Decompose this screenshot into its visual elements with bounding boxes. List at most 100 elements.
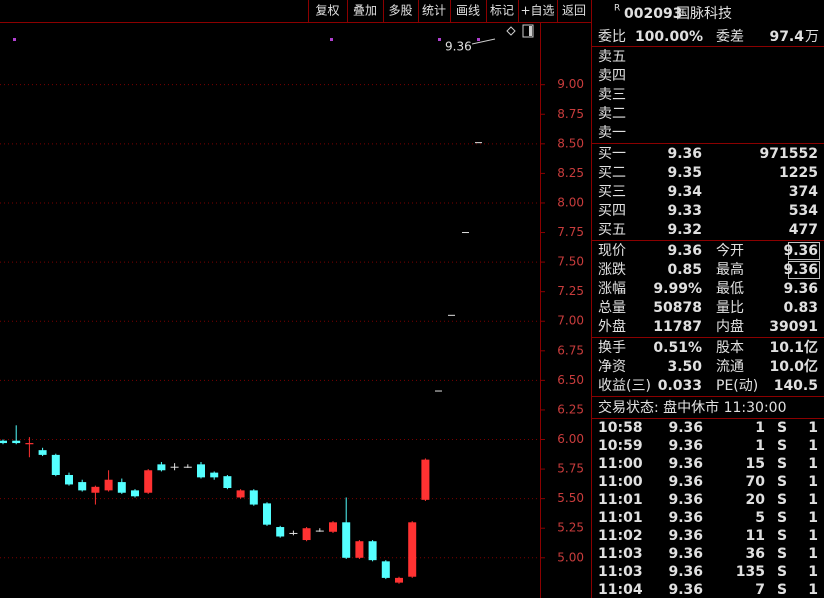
diff-unit: 万 <box>805 29 819 45</box>
stock-code: 002093 <box>624 6 682 22</box>
buy-price: 9.36 <box>667 146 702 162</box>
candle-body <box>51 454 60 475</box>
trade-price: 9.36 <box>668 456 703 472</box>
candle-body <box>329 522 337 532</box>
trade-count: 1 <box>808 564 818 580</box>
candle-body <box>408 522 417 577</box>
y-tick-label: 5.75 <box>557 462 584 476</box>
candle-body <box>197 464 205 478</box>
buy-label: 买三 <box>598 184 626 200</box>
trade-price: 9.36 <box>668 492 703 508</box>
toolbar-button[interactable]: 返回 <box>562 4 586 18</box>
stat-label: 股本 <box>716 340 744 356</box>
trade-volume: 1 <box>755 438 765 454</box>
quote-value: 0.83 <box>783 300 818 316</box>
trade-side: S <box>777 528 787 544</box>
candle-body <box>38 450 47 455</box>
quote-value: 9.99% <box>653 281 702 297</box>
toolbar-button[interactable]: 叠加 <box>353 4 377 18</box>
trade-volume: 36 <box>746 546 765 562</box>
candle-body <box>421 459 430 500</box>
y-tick-label: 7.75 <box>557 225 584 239</box>
toolbar-button[interactable]: +自选 <box>520 4 554 18</box>
candle-body <box>276 527 285 537</box>
trade-volume: 135 <box>736 564 765 580</box>
trade-price: 9.36 <box>668 582 703 598</box>
candle-body <box>183 466 192 468</box>
trade-count: 1 <box>808 528 818 544</box>
trade-count: 1 <box>808 438 818 454</box>
buy-price: 9.32 <box>667 222 702 238</box>
trade-time: 11:04 <box>598 582 643 598</box>
y-tick-label: 6.50 <box>557 373 584 387</box>
trade-price: 9.36 <box>668 438 703 454</box>
candle-body <box>315 530 324 532</box>
y-tick-label: 7.25 <box>557 284 584 298</box>
quote-label: 最高 <box>716 261 744 278</box>
y-tick-label: 7.00 <box>557 314 584 328</box>
trade-side: S <box>777 438 787 454</box>
candle-body <box>25 443 34 445</box>
y-tick-label: 8.75 <box>557 107 584 121</box>
y-tick-label: 9.00 <box>557 77 584 91</box>
candle-body <box>170 466 179 468</box>
trade-side: S <box>777 564 787 580</box>
ratio-value: 100.00% <box>635 29 703 45</box>
trade-time: 11:03 <box>598 546 643 562</box>
sell-label: 卖一 <box>598 125 626 141</box>
candle-body <box>144 470 153 493</box>
toolbar-button[interactable]: 统计 <box>422 4 446 18</box>
quote-label: 今开 <box>716 243 744 259</box>
stat-value: 10.0亿 <box>769 358 818 375</box>
quote-label: 外盘 <box>598 318 626 335</box>
trade-side: S <box>777 546 787 562</box>
trade-time: 10:59 <box>598 438 643 454</box>
trade-volume: 20 <box>746 492 766 508</box>
stat-value: 3.50 <box>667 359 702 375</box>
quote-value: 9.36 <box>783 281 818 297</box>
diff-label: 委差 <box>716 29 744 45</box>
candle-body <box>91 486 100 493</box>
stock-name: 国脉科技 <box>676 6 732 22</box>
stat-label: 收益(三) <box>598 378 651 394</box>
quote-label: 现价 <box>598 243 626 259</box>
toolbar-button[interactable]: 画线 <box>456 4 480 18</box>
stat-value: 0.033 <box>658 378 702 394</box>
y-tick-label: 8.25 <box>557 166 584 180</box>
toolbar-button[interactable]: 标记 <box>490 4 514 18</box>
buy-volume: 1225 <box>779 165 818 181</box>
y-tick-label: 6.00 <box>557 432 584 446</box>
candle-body <box>12 440 21 444</box>
toolbar-button[interactable]: 复权 <box>315 4 339 18</box>
candle-body <box>381 561 390 578</box>
quote-value: 9.36 <box>783 262 818 278</box>
sell-label: 卖四 <box>598 68 626 84</box>
trade-time: 11:01 <box>598 510 643 526</box>
value-box <box>788 242 820 260</box>
ratio-label: 委比 <box>598 29 626 45</box>
trade-volume: 70 <box>746 474 766 490</box>
toolbar-button[interactable]: 多股 <box>388 4 412 18</box>
candle-body <box>395 577 403 583</box>
quote-value: 50878 <box>653 300 702 316</box>
candle-body <box>104 479 113 491</box>
trade-count: 1 <box>808 582 818 598</box>
trade-price: 9.36 <box>668 420 703 436</box>
buy-volume: 971552 <box>760 146 818 162</box>
buy-volume: 534 <box>789 203 818 219</box>
diamond-icon[interactable] <box>506 26 516 36</box>
trade-count: 1 <box>808 420 818 436</box>
trade-price: 9.36 <box>668 528 703 544</box>
panel-icon[interactable] <box>522 24 534 38</box>
stat-value: 140.5 <box>774 378 818 394</box>
y-tick-label: 7.50 <box>557 255 584 269</box>
trade-count: 1 <box>808 492 818 508</box>
trade-time: 11:00 <box>598 474 643 490</box>
annotation: 9.36 <box>445 40 472 54</box>
candle-body <box>236 490 245 498</box>
trade-time: 11:02 <box>598 528 643 544</box>
y-tick-label: 5.25 <box>557 521 584 535</box>
trade-time: 11:01 <box>598 492 643 508</box>
